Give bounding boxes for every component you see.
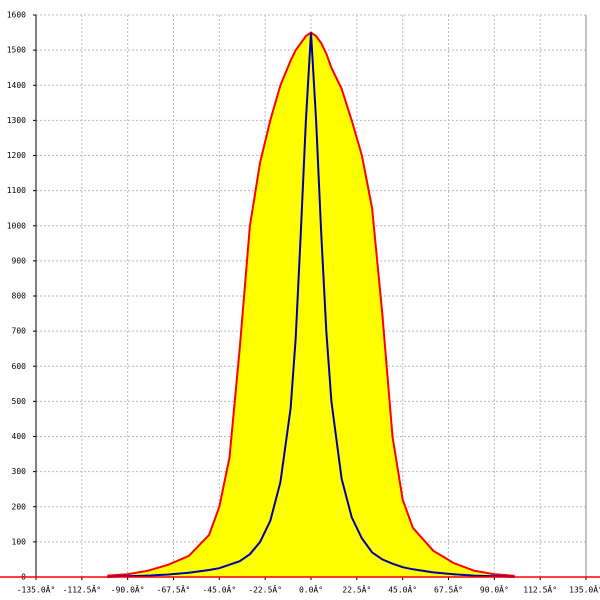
y-tick-label: 600: [12, 362, 27, 371]
x-tick-label: 90.0Â°: [480, 584, 509, 595]
y-tick-label: 1300: [7, 116, 26, 125]
y-tick-label: 700: [12, 327, 27, 336]
x-tick-label: -135.0Â°: [17, 584, 56, 595]
x-tick-label: 22.5Â°: [342, 584, 371, 595]
x-tick-label: 135.0Â°: [569, 584, 600, 595]
y-tick-label: 300: [12, 467, 27, 476]
x-tick-label: -45.0Â°: [202, 584, 236, 595]
x-tick-label: 0.0Â°: [299, 584, 323, 595]
y-tick-label: 900: [12, 256, 27, 265]
x-tick-label: -67.5Â°: [157, 584, 191, 595]
y-tick-label: 500: [12, 397, 27, 406]
x-tick-label: 45.0Â°: [388, 584, 417, 595]
y-tick-label: 800: [12, 292, 27, 301]
y-tick-label: 200: [12, 502, 27, 511]
curve: [107, 32, 515, 578]
x-tick-label: 112.5Â°: [523, 584, 557, 595]
x-tick-label: 67.5Â°: [434, 584, 463, 595]
y-tick-label: 1200: [7, 151, 26, 160]
x-tick-label: -22.5Â°: [248, 584, 282, 595]
area: [107, 32, 515, 578]
y-tick-label: 100: [12, 537, 27, 546]
y-tick-label: 400: [12, 432, 27, 441]
y-tick-label: 1500: [7, 46, 26, 55]
y-tick-label: 1600: [7, 11, 26, 20]
y-tick-label: 1400: [7, 81, 26, 90]
x-tick-label: -90.0Â°: [111, 584, 145, 595]
y-tick-label: 1000: [7, 221, 26, 230]
x-tick-label: -112.5Â°: [63, 584, 102, 595]
y-tick-label: 1100: [7, 186, 26, 195]
